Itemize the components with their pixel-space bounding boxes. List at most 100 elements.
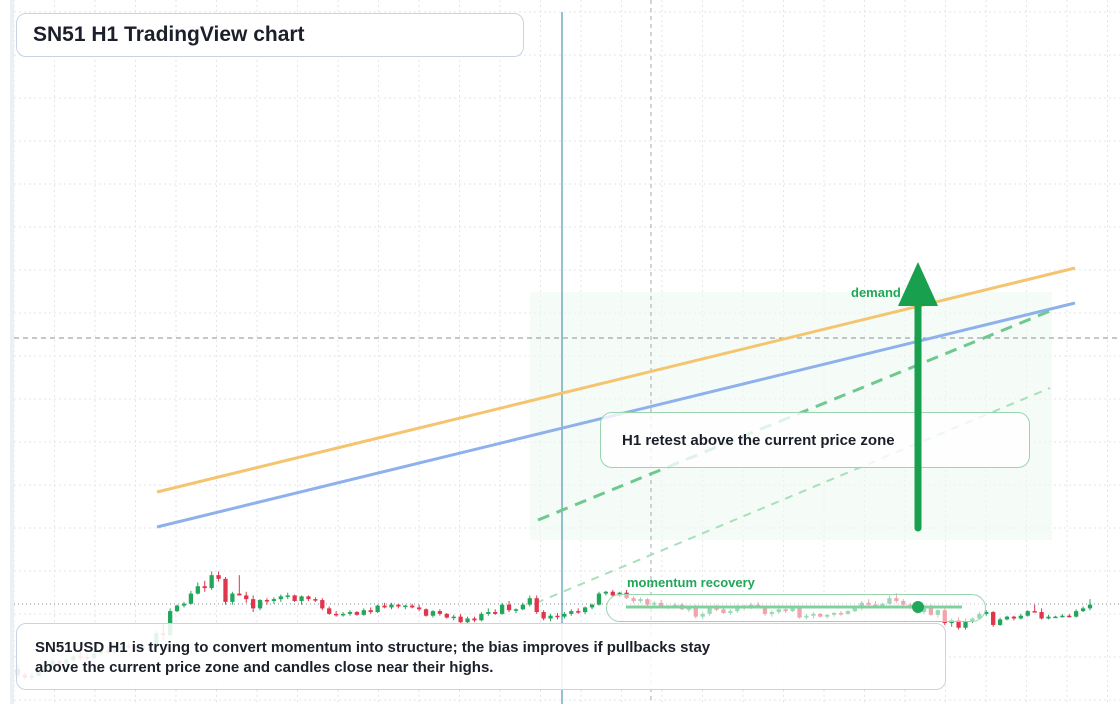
candle-body: [257, 600, 263, 609]
candle: [562, 612, 567, 619]
candle-body: [389, 604, 394, 608]
candle: [991, 611, 996, 627]
candle: [589, 603, 595, 610]
candle-body: [569, 611, 574, 614]
candle: [299, 595, 304, 605]
candle: [264, 598, 270, 605]
candle-body: [195, 586, 200, 594]
candle: [1074, 609, 1079, 618]
candle-body: [1080, 608, 1086, 612]
candle-body: [513, 609, 519, 611]
candle: [1025, 610, 1030, 617]
candle: [1032, 604, 1037, 613]
candle: [541, 610, 546, 621]
candle: [382, 602, 387, 609]
candle-body: [292, 595, 297, 601]
demand-side-label: demand side: [851, 285, 931, 300]
candle-body: [527, 598, 532, 605]
candle-body: [174, 605, 180, 612]
candle-body: [299, 596, 304, 601]
candle: [430, 610, 436, 618]
candle-body: [589, 604, 595, 608]
candle-body: [472, 618, 477, 621]
candle: [548, 613, 553, 622]
candle-body: [264, 600, 270, 602]
summary-note: SN51USD H1 is trying to convert momentum…: [16, 623, 946, 690]
candle-body: [1046, 616, 1051, 619]
candle-body: [437, 611, 443, 614]
candle: [479, 612, 484, 622]
candle-body: [997, 619, 1003, 625]
candle: [416, 604, 422, 612]
candle-body: [1004, 616, 1010, 620]
candle-body: [562, 613, 567, 617]
candle-body: [327, 608, 332, 614]
candle-body: [382, 605, 387, 608]
candle-body: [278, 596, 283, 600]
candle: [251, 595, 256, 613]
candle: [513, 608, 519, 613]
candle-body: [1087, 604, 1093, 609]
candle: [375, 604, 380, 613]
candle: [997, 617, 1003, 626]
candle-body: [375, 605, 380, 613]
candle-body: [320, 600, 325, 609]
candle: [257, 599, 263, 611]
candle: [333, 611, 339, 617]
candle-body: [582, 607, 588, 613]
title-box: SN51 H1 TradingView chart: [16, 13, 524, 57]
candle-body: [340, 613, 346, 616]
candle-body: [991, 612, 996, 625]
candle-body: [347, 612, 353, 614]
candle: [209, 571, 214, 590]
candle: [396, 603, 401, 609]
candle: [1039, 608, 1044, 620]
candle-body: [333, 613, 339, 616]
candle: [216, 571, 221, 582]
candle-body: [1039, 612, 1044, 619]
candle: [603, 590, 609, 596]
candle: [278, 594, 283, 602]
candle-body: [984, 612, 989, 614]
candle-body: [486, 612, 491, 614]
candle-body: [1025, 611, 1030, 616]
candle: [1046, 614, 1051, 620]
candle-body: [1018, 615, 1023, 619]
candle: [306, 595, 311, 601]
candle-body: [313, 599, 318, 601]
candle: [403, 604, 408, 610]
candle: [458, 613, 463, 625]
candle: [347, 610, 353, 616]
candle-body: [1032, 611, 1037, 613]
candle: [340, 612, 346, 617]
candle: [499, 602, 505, 615]
candle-body: [534, 598, 539, 613]
candle: [555, 612, 560, 620]
candle: [472, 616, 477, 623]
candle-body: [181, 603, 187, 606]
candle: [451, 614, 456, 621]
candle: [320, 598, 325, 611]
candle: [596, 591, 602, 606]
candle-body: [416, 607, 422, 610]
candle: [984, 610, 989, 616]
candle-body: [458, 616, 463, 623]
retest-callout-text: H1 retest above the current price zone: [622, 431, 895, 449]
summary-text: SN51USD H1 is trying to convert momentum…: [35, 639, 711, 676]
candle: [313, 597, 318, 602]
candle-body: [479, 613, 484, 621]
candle: [576, 608, 581, 614]
projection-dashed-line: [537, 309, 1051, 522]
candle-body: [1067, 615, 1072, 618]
candle: [389, 602, 394, 610]
candle: [493, 609, 498, 615]
candle-body: [223, 578, 228, 602]
candle: [1060, 613, 1065, 618]
candle: [437, 609, 443, 616]
retest-callout: H1 retest above the current price zone: [600, 412, 1030, 468]
candle-body: [610, 591, 615, 596]
momentum-recovery-label: momentum recovery: [627, 575, 755, 590]
candle: [444, 612, 449, 619]
candle: [1004, 615, 1010, 621]
